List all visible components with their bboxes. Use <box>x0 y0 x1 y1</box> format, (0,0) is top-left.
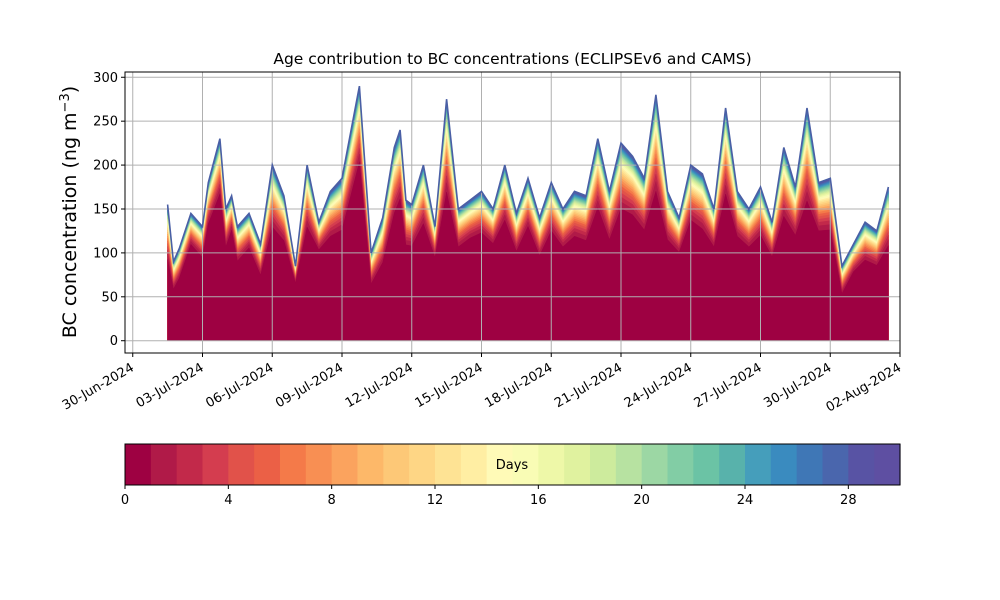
x-tick-label: 06-Jul-2024 <box>203 360 276 411</box>
colorbar-tick-label: 20 <box>633 493 650 508</box>
colorbar-segment <box>176 444 204 485</box>
total-concentration-line <box>166 85 890 269</box>
colorbar-segment <box>435 444 462 485</box>
colorbar-segment <box>254 444 281 485</box>
colorbar-segment <box>538 444 565 485</box>
colorbar-segment <box>357 444 384 485</box>
colorbar-segment <box>822 444 849 485</box>
chart-title: Age contribution to BC concentrations (E… <box>273 50 751 68</box>
colorbar-segment <box>331 444 359 485</box>
x-tick-label: 18-Jul-2024 <box>482 360 555 411</box>
colorbar-segment <box>512 444 539 485</box>
x-tick-label: 15-Jul-2024 <box>413 360 486 411</box>
y-tick-label: 300 <box>93 71 118 86</box>
plot-frame <box>124 71 901 354</box>
x-axis: 30-Jun-202403-Jul-202406-Jul-202409-Jul-… <box>60 353 904 416</box>
y-axis-label: BC concentration (ng m−3) <box>58 86 81 338</box>
colorbar-segment <box>486 444 514 485</box>
colorbar-segment <box>590 444 617 485</box>
y-tick-label: 150 <box>93 202 118 217</box>
age-layer-0 <box>167 161 889 341</box>
colorbar-segment <box>693 444 720 485</box>
x-tick-label: 12-Jul-2024 <box>343 360 416 411</box>
colorbar-segment <box>667 444 694 485</box>
colorbar-segment <box>770 444 798 485</box>
colorbar-segment <box>202 444 229 485</box>
colorbar-segment <box>641 444 669 485</box>
x-tick-label: 03-Jul-2024 <box>134 360 207 411</box>
colorbar-tick-label: 16 <box>530 493 547 508</box>
grid-lines <box>125 72 901 353</box>
colorbar-segment <box>409 444 436 485</box>
colorbar-segment <box>460 444 488 485</box>
colorbar-frame <box>124 443 901 486</box>
colorbar-tick-label: 4 <box>224 493 232 508</box>
colorbar-segment <box>745 444 772 485</box>
colorbar-tick-label: 8 <box>328 493 336 508</box>
colorbar-segment <box>564 444 591 485</box>
colorbar-segment <box>150 444 178 485</box>
age-stack-areas <box>167 86 889 341</box>
colorbar-tick-label: 24 <box>737 493 754 508</box>
x-tick-label: 30-Jun-2024 <box>60 360 137 413</box>
colorbar-segment <box>719 444 746 485</box>
colorbar-tick-label: 0 <box>121 493 129 508</box>
colorbar-segment <box>305 444 333 485</box>
x-tick-label: 24-Jul-2024 <box>622 360 695 411</box>
colorbar-tick-label: 28 <box>840 493 857 508</box>
y-tick-label: 50 <box>101 290 118 305</box>
colorbar-segment <box>796 444 824 485</box>
x-tick-label: 02-Aug-2024 <box>824 360 904 415</box>
colorbar-segment <box>280 444 307 485</box>
y-tick-label: 200 <box>93 159 118 174</box>
colorbar-segment <box>125 444 152 485</box>
x-tick-label: 27-Jul-2024 <box>692 360 765 411</box>
colorbar: 0 4 8 12 16 20 24 28 <box>121 444 901 508</box>
y-tick-label: 0 <box>110 334 118 349</box>
y-tick-label: 250 <box>93 115 118 130</box>
x-tick-label: 21-Jul-2024 <box>552 360 625 411</box>
colorbar-tick-label: 12 <box>427 493 444 508</box>
colorbar-segment <box>848 444 875 485</box>
colorbar-segment <box>383 444 410 485</box>
colorbar-segment <box>874 444 901 485</box>
colorbar-label: Days <box>496 458 529 473</box>
y-axis: 0 50 100 150 200 250 300 <box>93 71 125 349</box>
x-tick-label: 09-Jul-2024 <box>273 360 346 411</box>
y-tick-label: 100 <box>93 246 118 261</box>
colorbar-segment <box>615 444 643 485</box>
colorbar-segment <box>228 444 255 485</box>
